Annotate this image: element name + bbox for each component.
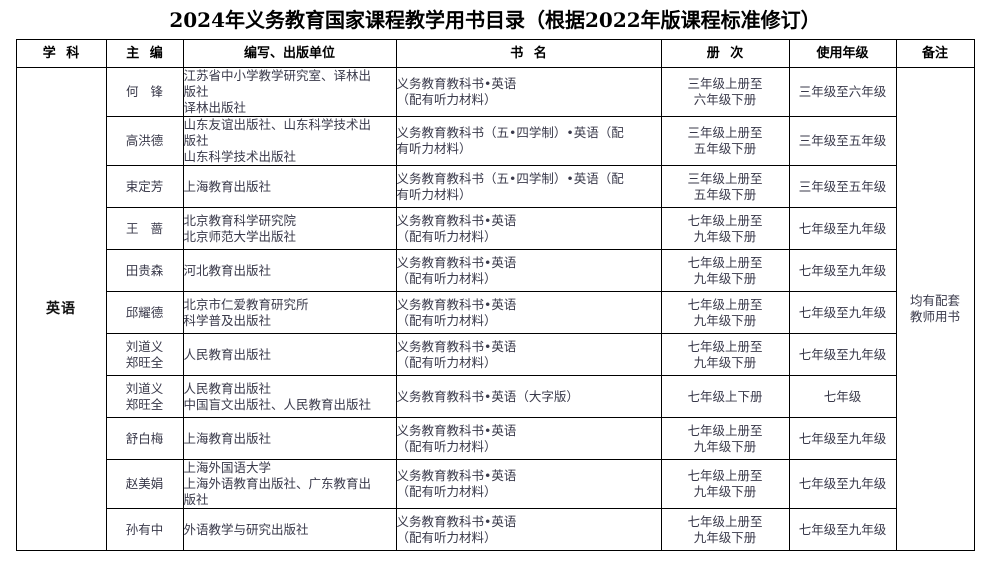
cell-editor: 何 锋 (105, 67, 184, 117)
column-header-editor: 主 编 (105, 39, 184, 68)
cell-editor: 刘道义 郑旺全 (105, 375, 184, 418)
cell-volume: 七年级上册至 九年级下册 (660, 291, 790, 334)
table-row: 孙有中 外语教学与研究出版社 义务教育教科书•英语 （配有听力材料） 七年级上册至 九… (16, 508, 974, 551)
table-row: 刘道义 郑旺全 人民教育出版社 义务教育教科书•英语 （配有听力材料） 七年级上册至 … (16, 333, 974, 376)
column-header-subject: 学 科 (15, 39, 107, 68)
cell-editor: 高洪德 (105, 116, 184, 166)
cell-grade: 三年级至六年级 (788, 67, 897, 117)
table-header-row: 学 科 主 编 编写、出版单位 书 名 册 次 使用年级 备注 (15, 39, 975, 68)
cell-editor: 田贵森 (105, 249, 184, 292)
cell-publisher: 外语教学与研究出版社 (182, 508, 397, 551)
cell-bookname: 义务教育教科书•英语 （配有听力材料） (395, 459, 662, 509)
column-header-remark: 备注 (895, 39, 975, 68)
cell-grade: 七年级至九年级 (788, 291, 897, 334)
table-row: 赵美娟 上海外国语大学 上海外语教育出版社、广东教育出 版社 义务教育教科书•英语 … (16, 459, 974, 509)
cell-editor: 赵美娟 (105, 459, 184, 509)
cell-grade: 七年级至九年级 (788, 459, 897, 509)
cell-grade: 三年级至五年级 (788, 165, 897, 208)
cell-bookname: 义务教育教科书•英语 （配有听力材料） (395, 67, 662, 117)
cell-grade: 七年级至九年级 (788, 508, 897, 551)
table-row: 束定芳 上海教育出版社 义务教育教科书（五•四学制）•英语（配 有听力材料） 三年级上… (16, 165, 974, 208)
cell-editor: 孙有中 (105, 508, 184, 551)
cell-grade: 七年级至九年级 (788, 417, 897, 460)
cell-bookname: 义务教育教科书（五•四学制）•英语（配 有听力材料） (395, 165, 662, 208)
cell-editor: 邱耀德 (105, 291, 184, 334)
cell-bookname: 义务教育教科书•英语 （配有听力材料） (395, 333, 662, 376)
cell-publisher: 上海外国语大学 上海外语教育出版社、广东教育出 版社 (182, 459, 397, 509)
cell-editor: 舒白梅 (105, 417, 184, 460)
cell-bookname: 义务教育教科书•英语 （配有听力材料） (395, 291, 662, 334)
table-row: 刘道义 郑旺全 人民教育出版社 中国盲文出版社、人民教育出版社 义务教育教科书•英语… (16, 375, 974, 418)
cell-volume: 七年级上下册 (660, 375, 790, 418)
cell-volume: 三年级上册至 五年级下册 (660, 165, 790, 208)
cell-editor: 王 蔷 (105, 207, 184, 250)
cell-publisher: 上海教育出版社 (182, 417, 397, 460)
cell-editor: 束定芳 (105, 165, 184, 208)
cell-bookname: 义务教育教科书•英语 （配有听力材料） (395, 508, 662, 551)
table-body: 英语何 锋江苏省中小学教学研究室、译林出 版社 译林出版社 义务教育教科书•英语 … (15, 67, 975, 551)
cell-publisher: 北京市仁爱教育研究所 科学普及出版社 (182, 291, 397, 334)
table-row: 舒白梅 上海教育出版社 义务教育教科书•英语 （配有听力材料） 七年级上册至 九年级下… (16, 417, 974, 460)
table-header: 学 科 主 编 编写、出版单位 书 名 册 次 使用年级 备注 (15, 39, 975, 68)
cell-grade: 七年级至九年级 (788, 207, 897, 250)
page-title: 2024年义务教育国家课程教学用书目录（根据2022年版课程标准修订） (169, 8, 821, 32)
cell-volume: 七年级上册至 九年级下册 (660, 249, 790, 292)
cell-publisher: 上海教育出版社 (182, 165, 397, 208)
cell-bookname: 义务教育教科书•英语 （配有听力材料） (395, 207, 662, 250)
cell-volume: 三年级上册至 五年级下册 (660, 116, 790, 166)
cell-bookname: 义务教育教科书•英语 （配有听力材料） (395, 417, 662, 460)
cell-publisher: 山东友谊出版社、山东科学技术出 版社 山东科学技术出版社 (182, 116, 397, 166)
cell-publisher: 北京教育科学研究院 北京师范大学出版社 (182, 207, 397, 250)
column-header-bookname: 书 名 (395, 39, 662, 68)
table-row: 邱耀德 北京市仁爱教育研究所 科学普及出版社 义务教育教科书•英语 （配有听力材料）… (16, 291, 974, 334)
cell-grade: 七年级至九年级 (788, 249, 897, 292)
cell-volume: 七年级上册至 九年级下册 (660, 333, 790, 376)
cell-publisher: 河北教育出版社 (182, 249, 397, 292)
cell-publisher: 人民教育出版社 (182, 333, 397, 376)
cell-publisher: 人民教育出版社 中国盲文出版社、人民教育出版社 (182, 375, 397, 418)
cell-publisher: 江苏省中小学教学研究室、译林出 版社 译林出版社 (182, 67, 397, 117)
column-header-grade: 使用年级 (788, 39, 897, 68)
cell-volume: 三年级上册至 六年级下册 (660, 67, 790, 117)
cell-grade: 七年级至九年级 (788, 333, 897, 376)
cell-bookname: 义务教育教科书（五•四学制）•英语（配 有听力材料） (395, 116, 662, 166)
column-header-publisher: 编写、出版单位 (182, 39, 397, 68)
table-row: 高洪德 山东友谊出版社、山东科学技术出 版社 山东科学技术出版社 义务教育教科书（五… (16, 116, 974, 166)
cell-volume: 七年级上册至 九年级下册 (660, 459, 790, 509)
cell-bookname: 义务教育教科书•英语 （配有听力材料） (395, 249, 662, 292)
cell-remark: 均有配套 教师用书 (895, 67, 975, 551)
cell-volume: 七年级上册至 九年级下册 (660, 417, 790, 460)
textbook-catalog-table: 学 科 主 编 编写、出版单位 书 名 册 次 使用年级 备注 英语何 锋江苏省… (15, 39, 975, 551)
table-row: 英语何 锋江苏省中小学教学研究室、译林出 版社 译林出版社 义务教育教科书•英语 … (15, 67, 975, 551)
cell-subject: 英语 (15, 67, 107, 551)
cell-volume: 七年级上册至 九年级下册 (660, 508, 790, 551)
cell-grade: 三年级至五年级 (788, 116, 897, 166)
cell-bookname: 义务教育教科书•英语（大字版） (395, 375, 662, 418)
table-row: 田贵森 河北教育出版社 义务教育教科书•英语 （配有听力材料） 七年级上册至 九年级下… (16, 249, 974, 292)
cell-grade: 七年级 (788, 375, 897, 418)
table-row: 王 蔷北京教育科学研究院 北京师范大学出版社 义务教育教科书•英语 （配有听力材料… (16, 207, 974, 250)
column-header-volume: 册 次 (660, 39, 790, 68)
cell-volume: 七年级上册至 九年级下册 (660, 207, 790, 250)
cell-editor: 刘道义 郑旺全 (105, 333, 184, 376)
